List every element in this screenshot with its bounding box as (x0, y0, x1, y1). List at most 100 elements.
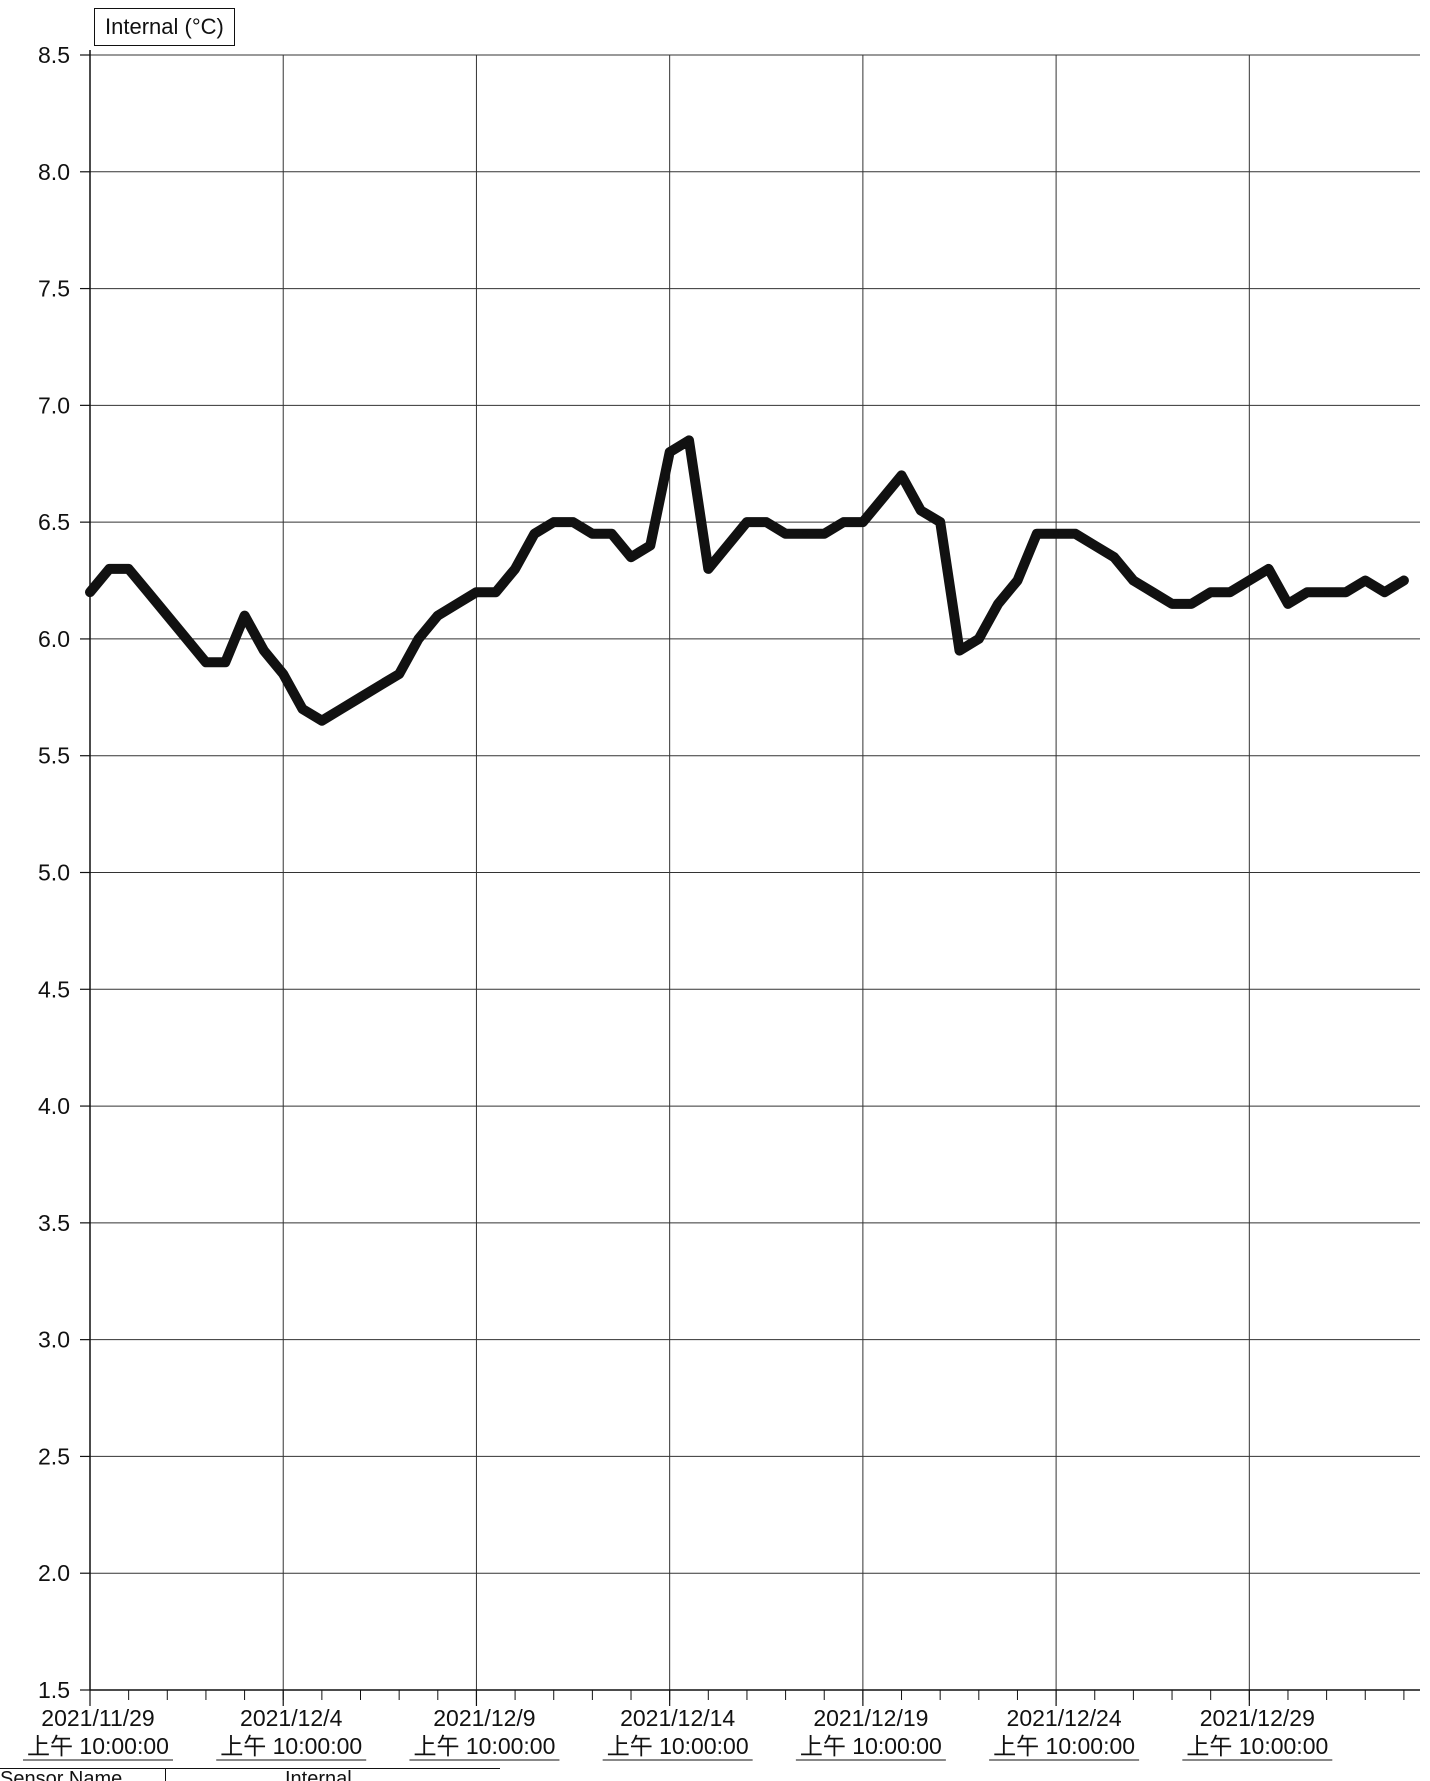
data-point (1401, 578, 1407, 584)
x-tick-label-time: 上午 10:00:00 (1186, 1733, 1328, 1759)
data-point (1343, 589, 1349, 595)
data-point (1208, 589, 1214, 595)
data-point (551, 519, 557, 525)
data-point (705, 566, 711, 572)
data-point (609, 531, 615, 537)
data-point (280, 671, 286, 677)
data-point (396, 671, 402, 677)
data-point (744, 519, 750, 525)
y-tick-label: 3.0 (38, 1327, 70, 1353)
data-point (783, 531, 789, 537)
x-tick-label-date: 2021/12/29 (1200, 1705, 1315, 1731)
data-point (1246, 578, 1252, 584)
x-tick-label-date: 2021/12/14 (620, 1705, 735, 1731)
data-point (1362, 578, 1368, 584)
sensor-name-header: Sensor Name (0, 1769, 166, 1781)
y-tick-label: 1.5 (38, 1677, 70, 1703)
y-tick-label: 2.0 (38, 1560, 70, 1586)
data-point (261, 648, 267, 654)
y-tick-label: 3.5 (38, 1210, 70, 1236)
data-point (763, 519, 769, 525)
data-point (686, 437, 692, 443)
data-point (1227, 589, 1233, 595)
data-point (512, 566, 518, 572)
x-tick-label-date: 2021/11/29 (41, 1705, 154, 1731)
data-point (415, 636, 421, 642)
data-point (1324, 589, 1330, 595)
data-point (976, 636, 982, 642)
sensor-name-value: Internal (285, 1768, 352, 1781)
data-point (1150, 589, 1156, 595)
data-point (242, 613, 248, 619)
data-point (1266, 566, 1272, 572)
y-tick-label: 4.5 (38, 976, 70, 1002)
x-tick-label-time: 上午 10:00:00 (993, 1733, 1135, 1759)
data-point (725, 543, 731, 548)
series-line (85, 435, 1409, 726)
data-point (145, 589, 151, 595)
data-point (531, 531, 537, 537)
x-tick-label-date: 2021/12/19 (813, 1705, 928, 1731)
data-point (184, 636, 190, 642)
data-point (956, 648, 962, 654)
x-tick-label-time: 上午 10:00:00 (413, 1733, 555, 1759)
data-point (1092, 543, 1098, 548)
data-point (589, 531, 595, 537)
y-tick-label: 5.5 (38, 743, 70, 769)
y-tick-label: 5.0 (38, 860, 70, 886)
data-point (1382, 589, 1388, 595)
x-tick-label-date: 2021/12/9 (433, 1705, 535, 1731)
x-tick-label-date: 2021/12/4 (240, 1705, 343, 1731)
x-tick-label-date: 2021/12/24 (1007, 1705, 1122, 1731)
y-tick-label: 6.5 (38, 509, 70, 535)
data-point (338, 706, 344, 712)
data-point (1034, 531, 1040, 537)
data-point (802, 531, 808, 537)
data-point (203, 659, 209, 665)
data-point (860, 519, 866, 525)
data-point (87, 589, 93, 595)
x-tick-label-time: 上午 10:00:00 (220, 1733, 362, 1759)
data-point (164, 613, 170, 619)
data-point (879, 496, 885, 502)
data-point (493, 589, 499, 595)
data-point (222, 659, 228, 665)
x-tick-label-time: 上午 10:00:00 (607, 1733, 749, 1759)
x-tick-label-time: 上午 10:00:00 (27, 1733, 169, 1759)
data-point (358, 694, 364, 700)
data-point (628, 554, 634, 560)
data-point (1188, 601, 1194, 607)
data-point (126, 566, 132, 572)
data-point (841, 519, 847, 525)
y-tick-label: 6.0 (38, 626, 70, 652)
data-point (377, 683, 383, 689)
data-point (1285, 601, 1291, 607)
data-point (473, 589, 479, 595)
sensor-table: Sensor Name Internal (0, 1768, 500, 1781)
y-tick-label: 7.0 (38, 392, 70, 418)
data-point (937, 519, 943, 525)
data-point (1072, 531, 1078, 537)
x-tick-label-time: 上午 10:00:00 (800, 1733, 942, 1759)
y-tick-label: 7.5 (38, 276, 70, 302)
data-point (647, 543, 653, 548)
y-tick-label: 2.5 (38, 1443, 70, 1469)
y-tick-label: 8.5 (38, 42, 70, 68)
data-point (1053, 531, 1059, 537)
data-point (319, 718, 325, 724)
data-point (821, 531, 827, 537)
data-point (300, 706, 306, 712)
data-point (1014, 578, 1020, 584)
data-point (454, 601, 460, 607)
data-point (1130, 578, 1136, 584)
data-point (1111, 554, 1117, 560)
data-point (1169, 601, 1175, 607)
data-point (570, 519, 576, 525)
data-point (995, 601, 1001, 607)
data-point (918, 507, 924, 513)
legend-box: Internal (°C) (94, 8, 235, 46)
data-point (106, 566, 112, 572)
data-point (1304, 589, 1310, 595)
